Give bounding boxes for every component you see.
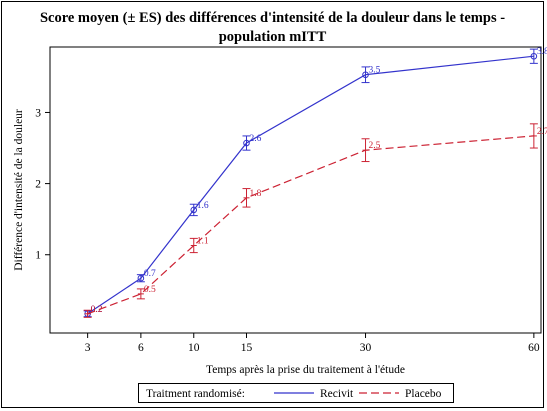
chart-title: Score moyen (± ES) des différences d'int… (0, 9, 545, 47)
data-label: 3.5 (369, 66, 381, 76)
data-label: 0.7 (144, 269, 156, 279)
x-axis-label: Temps après la prise du traitement à l'é… (206, 364, 405, 376)
x-tick-label: 6 (138, 342, 144, 354)
y-tick-label: 3 (35, 107, 41, 119)
data-label: 3.8 (537, 47, 547, 57)
legend-title: Traitment randomisé: (146, 388, 245, 400)
data-label: 2.6 (249, 134, 261, 144)
plot-area (49, 46, 542, 334)
y-tick-label: 2 (35, 179, 41, 191)
x-tick-label: 15 (241, 342, 253, 354)
series-placebo: 0.2 0.5 1.1 1.8 2.5 2.7 (83, 123, 547, 318)
data-label: 0.2 (91, 305, 103, 315)
x-tick-label: 30 (360, 342, 372, 354)
error-bar (242, 135, 251, 151)
data-label: 1.8 (249, 189, 261, 199)
data-point (190, 206, 198, 214)
legend-svg: Traitment randomisé: Recivit Placebo (146, 388, 442, 400)
data-label: 2.5 (369, 141, 381, 151)
data-label: 1.1 (197, 236, 209, 246)
series-line (87, 55, 534, 315)
x-tick-label: 10 (188, 342, 200, 354)
y-tick-label: 1 (35, 250, 41, 262)
chart-title-line2: population mITT (218, 29, 327, 45)
data-label: 0.5 (144, 285, 156, 295)
chart-title-line1: Score moyen (± ES) des différences d'int… (39, 10, 506, 26)
error-bar (361, 66, 370, 84)
data-point (362, 71, 369, 79)
x-tick-label: 60 (528, 342, 540, 354)
data-label: 1.6 (197, 201, 209, 211)
legend: Traitment randomisé: Recivit Placebo (138, 383, 454, 403)
series-recivit: 0.2 0.7 1.6 2.6 3.5 3.8 (83, 47, 547, 318)
data-point (137, 274, 145, 282)
error-bar (189, 203, 198, 217)
y-axis-label: Différence d'intensité de la douleur (13, 109, 25, 271)
legend-label-placebo: Placebo (405, 388, 442, 400)
data-point (243, 139, 250, 147)
data-label: 0.2 (91, 305, 103, 315)
data-label: 2.7 (537, 127, 547, 137)
x-tick-label: 3 (85, 342, 91, 354)
data-point (530, 52, 538, 60)
error-bar (529, 48, 538, 64)
legend-label-recivit: Recivit (320, 388, 354, 400)
